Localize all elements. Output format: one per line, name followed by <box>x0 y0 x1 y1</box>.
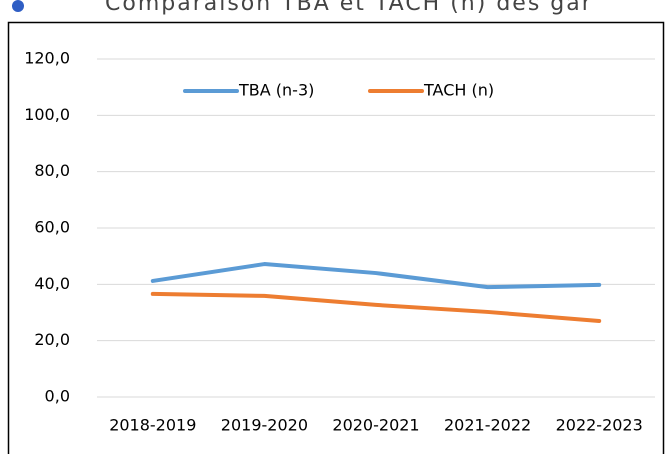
x-tick-label: 2021-2022 <box>444 416 531 435</box>
chart-title: Comparaison TBA et TACH (n) des gar <box>105 0 593 16</box>
x-tick-label: 2022-2023 <box>556 416 643 435</box>
y-tick-label: 80,0 <box>34 161 70 180</box>
chart-border <box>7 21 665 454</box>
x-tick-label: 2020-2021 <box>332 416 419 435</box>
y-tick-label: 100,0 <box>24 105 70 124</box>
x-tick-label: 2018-2019 <box>109 416 196 435</box>
series-line <box>150 291 602 323</box>
y-tick-label: 20,0 <box>34 330 70 349</box>
series-line <box>150 262 602 290</box>
y-tick-label: 40,0 <box>34 274 70 293</box>
y-tick-label: 120,0 <box>24 49 70 68</box>
bullet-icon <box>12 0 24 12</box>
y-tick-label: 0,0 <box>45 387 70 406</box>
legend-label: TBA (n-3) <box>238 81 314 100</box>
x-tick-label: 2019-2020 <box>221 416 308 435</box>
legend-label: TACH (n) <box>423 81 494 100</box>
y-tick-label: 60,0 <box>34 218 70 237</box>
